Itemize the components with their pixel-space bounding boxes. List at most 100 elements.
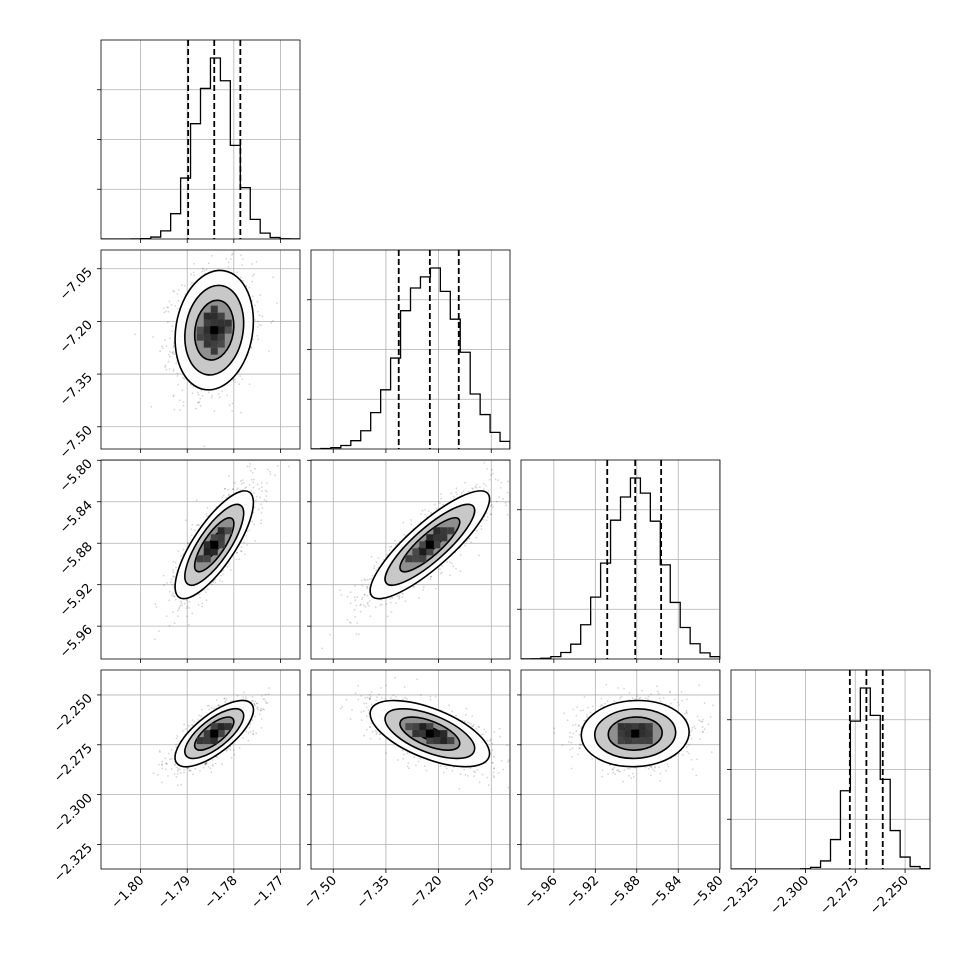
- scatter-panel-1-0: [100, 249, 301, 450]
- scatter-point: [199, 405, 202, 407]
- scatter-point: [244, 553, 247, 556]
- scatter-point: [221, 496, 224, 499]
- scatter-point: [172, 595, 175, 598]
- scatter-point: [361, 596, 364, 599]
- scatter-point: [359, 604, 362, 607]
- scatter-point: [468, 490, 470, 493]
- scatter-point: [422, 586, 425, 589]
- scatter-point: [164, 366, 167, 368]
- scatter-point: [166, 582, 169, 584]
- scatter-panel-3-0: [100, 669, 301, 870]
- scatter-point: [499, 486, 502, 489]
- scatter-point: [258, 488, 260, 490]
- scatter-point: [251, 295, 254, 298]
- scatter-point: [207, 391, 210, 394]
- scatter-point: [265, 482, 268, 484]
- scatter-point: [251, 280, 254, 283]
- scatter-point: [354, 599, 357, 601]
- scatter-point: [187, 542, 189, 545]
- scatter-point: [480, 528, 483, 530]
- histogram-bin: [260, 233, 270, 239]
- scatter-point: [177, 299, 180, 302]
- scatter-point: [205, 599, 208, 602]
- scatter-point: [236, 271, 239, 274]
- scatter-point: [377, 557, 380, 559]
- scatter-point: [506, 491, 509, 494]
- scatter-point: [241, 264, 244, 266]
- scatter-point: [181, 604, 184, 607]
- scatter-point: [290, 453, 292, 455]
- scatter-point: [181, 389, 184, 392]
- scatter-point: [495, 500, 498, 503]
- scatter-point: [223, 697, 226, 700]
- scatter-point: [236, 694, 239, 697]
- scatter-point: [439, 502, 441, 505]
- scatter-point: [253, 702, 256, 705]
- scatter-point: [218, 396, 221, 399]
- scatter-point: [183, 771, 185, 774]
- density-block: [217, 312, 225, 320]
- histogram-bin: [581, 625, 591, 659]
- scatter-point: [246, 465, 249, 468]
- scatter-point: [225, 697, 228, 700]
- density-block: [224, 527, 232, 535]
- scatter-point: [395, 602, 398, 604]
- scatter-point: [504, 501, 507, 504]
- scatter-point: [262, 698, 265, 700]
- scatter-point: [258, 314, 261, 317]
- scatter-point: [180, 783, 183, 786]
- scatter-point: [227, 261, 230, 264]
- scatter-point: [236, 551, 239, 554]
- scatter-point: [202, 766, 205, 769]
- scatter-point: [167, 360, 170, 363]
- scatter-point: [158, 749, 161, 752]
- scatter-point: [179, 604, 182, 607]
- scatter-point: [245, 486, 248, 489]
- scatter-point: [168, 624, 171, 627]
- scatter-point: [235, 558, 238, 561]
- scatter-point: [168, 599, 170, 602]
- scatter-point: [187, 767, 190, 770]
- density-block: [203, 333, 211, 341]
- density-block: [217, 326, 225, 334]
- scatter-point: [197, 393, 200, 396]
- scatter-point: [252, 472, 254, 474]
- scatter-point: [251, 700, 253, 702]
- scatter-point: [183, 284, 186, 287]
- panel-background: [101, 670, 300, 869]
- scatter-point: [355, 604, 358, 607]
- scatter-point: [439, 568, 441, 570]
- histogram-bin: [850, 721, 860, 869]
- scatter-point: [173, 622, 176, 625]
- scatter-point: [246, 544, 249, 546]
- scatter-point: [177, 289, 180, 291]
- histogram-bin: [341, 445, 351, 449]
- density-block: [196, 333, 204, 341]
- density-block: [203, 548, 211, 556]
- scatter-point: [453, 495, 455, 498]
- scatter-point: [174, 764, 176, 767]
- scatter-point: [245, 535, 248, 537]
- histogram-bin: [900, 857, 910, 869]
- scatter-point: [152, 772, 155, 775]
- scatter-point: [172, 368, 175, 371]
- scatter-point: [192, 773, 194, 776]
- scatter-point: [517, 468, 519, 470]
- scatter-point: [197, 401, 200, 404]
- scatter-point: [187, 542, 189, 545]
- scatter-point: [251, 696, 254, 698]
- scatter-point: [242, 737, 245, 739]
- scatter-point: [231, 488, 234, 491]
- scatter-point: [424, 513, 426, 516]
- density-peak: [210, 326, 219, 335]
- histogram-bin: [230, 145, 240, 239]
- scatter-point: [487, 490, 490, 492]
- scatter-point: [205, 268, 208, 271]
- scatter-point: [152, 336, 155, 338]
- scatter-point: [177, 550, 180, 552]
- scatter-point: [368, 578, 371, 581]
- scatter-point: [259, 294, 262, 297]
- scatter-point: [269, 473, 272, 476]
- scatter-point: [430, 575, 432, 578]
- scatter-point: [256, 320, 259, 323]
